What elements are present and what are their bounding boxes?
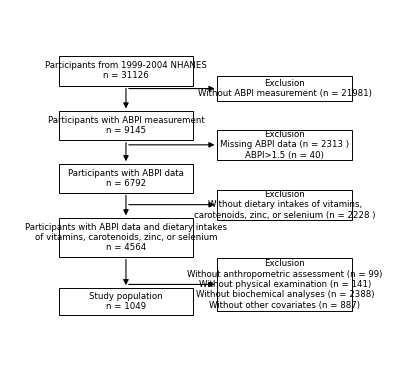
FancyBboxPatch shape [59, 288, 193, 315]
Text: Participants with ABPI data
n = 6792: Participants with ABPI data n = 6792 [68, 169, 184, 188]
Text: Exclusion
Missing ABPI data (n = 2313 )
ABPI>1.5 (n = 40): Exclusion Missing ABPI data (n = 2313 ) … [220, 130, 349, 160]
Text: Exclusion
Without dietary intakes of vitamins,
carotenoids, zinc, or selenium (n: Exclusion Without dietary intakes of vit… [194, 190, 376, 219]
FancyBboxPatch shape [218, 130, 352, 160]
FancyBboxPatch shape [59, 111, 193, 140]
FancyBboxPatch shape [218, 190, 352, 220]
Text: Participants from 1999-2004 NHANES
n = 31126: Participants from 1999-2004 NHANES n = 3… [45, 61, 207, 80]
FancyBboxPatch shape [59, 218, 193, 257]
FancyBboxPatch shape [218, 76, 352, 101]
Text: Participants with ABPI measurement
n = 9145: Participants with ABPI measurement n = 9… [48, 116, 204, 135]
Text: Exclusion
Without ABPI measurement (n = 21981): Exclusion Without ABPI measurement (n = … [198, 79, 372, 98]
Text: Exclusion
Without anthropometric assessment (n = 99)
Without physical examinatio: Exclusion Without anthropometric assessm… [187, 259, 382, 310]
Text: Study population
n = 1049: Study population n = 1049 [89, 292, 163, 311]
FancyBboxPatch shape [59, 56, 193, 86]
FancyBboxPatch shape [59, 164, 193, 192]
FancyBboxPatch shape [218, 258, 352, 311]
Text: Participants with ABPI data and dietary intakes
of vitamins, carotenoids, zinc, : Participants with ABPI data and dietary … [25, 222, 227, 252]
